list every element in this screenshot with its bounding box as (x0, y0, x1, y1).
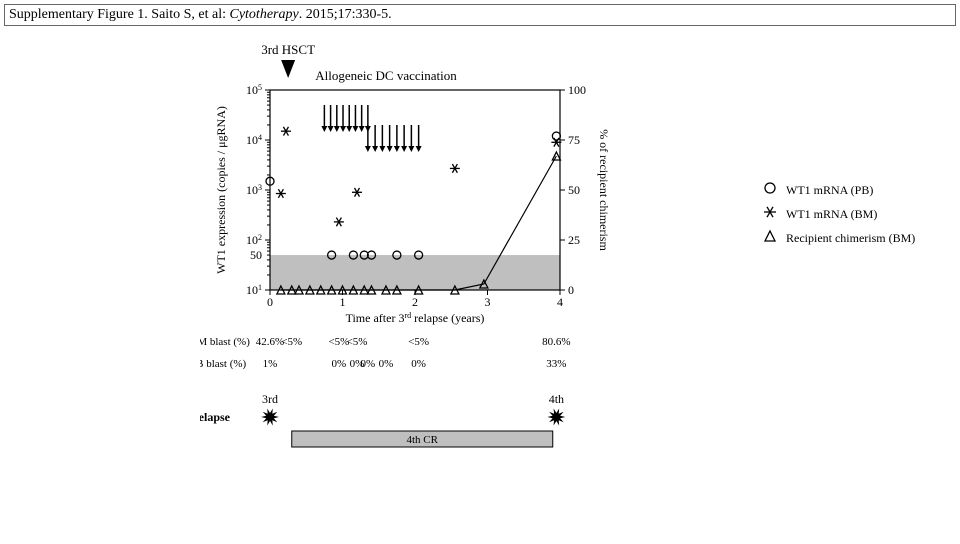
dc-arrowhead-icon (352, 126, 358, 132)
legend-item: WT1 mRNA (PB) (760, 180, 915, 200)
dc-label: Allogeneic DC vaccination (315, 68, 457, 83)
xtick: 2 (412, 295, 418, 309)
dc-arrowhead-icon (334, 126, 340, 132)
asterisk-icon (760, 204, 780, 224)
dc-arrowhead-icon (340, 126, 346, 132)
blast-cell: 0% (332, 358, 347, 370)
marker-asterisk-icon (281, 127, 291, 136)
legend-item: WT1 mRNA (BM) (760, 204, 915, 224)
relapse-event-label: 3rd (262, 392, 278, 406)
ytick-right: 75 (568, 133, 580, 147)
ytick-right: 0 (568, 283, 574, 297)
marker-asterisk-icon (450, 164, 460, 173)
xtick: 4 (557, 295, 563, 309)
blast-cell: <5% (408, 336, 429, 348)
hsct-label: 3rd HSCT (261, 42, 315, 57)
marker-circle-icon (552, 132, 560, 140)
xtick: 0 (267, 295, 273, 309)
ytick-left: 103 (246, 183, 262, 198)
x-label: Time after 3rd relapse (years) (346, 311, 485, 326)
cr-bar-label: 4th CR (407, 434, 439, 446)
dc-arrowhead-icon (321, 126, 327, 132)
ytick-right: 50 (568, 183, 580, 197)
blast-row-label: PB blast (%) (200, 358, 247, 370)
y-right-label: % of recipient chimerism (597, 129, 611, 251)
xtick: 3 (485, 295, 491, 309)
blast-cell: 1% (263, 358, 278, 370)
dc-arrowhead-icon (387, 146, 393, 152)
ytick-right: 25 (568, 233, 580, 247)
blast-cell: 33% (546, 358, 566, 370)
dc-arrowhead-icon (372, 146, 378, 152)
dc-arrowhead-icon (401, 146, 407, 152)
blast-cell: 0% (361, 358, 376, 370)
threshold-band (270, 255, 560, 290)
xtick: 1 (340, 295, 346, 309)
ytick-left-50: 50 (250, 248, 262, 262)
dc-arrowhead-icon (346, 126, 352, 132)
legend-label: WT1 mRNA (BM) (786, 207, 877, 222)
ytick-left: 102 (246, 233, 262, 248)
marker-asterisk-icon (276, 189, 286, 198)
dc-arrowhead-icon (328, 126, 334, 132)
dc-arrowhead-icon (416, 146, 422, 152)
relapse-label: Relapse (200, 410, 231, 424)
starburst-icon (261, 408, 279, 425)
figure-caption: Supplementary Figure 1. Saito S, et al: … (4, 4, 956, 26)
relapse-event-label: 4th (549, 392, 564, 406)
ytick-right: 100 (568, 83, 586, 97)
dc-arrowhead-icon (379, 146, 385, 152)
chart-svg: 10110210310410550WT1 expression (copies … (200, 30, 760, 520)
triangle-icon (760, 228, 780, 248)
circle-icon (760, 180, 780, 200)
ytick-left: 105 (246, 83, 262, 98)
blast-cell: 42.6% (256, 336, 284, 348)
ytick-left: 104 (246, 133, 262, 148)
y-left-label: WT1 expression (copies / μgRNA) (214, 106, 228, 274)
legend-label: Recipient chimerism (BM) (786, 231, 915, 246)
caption-suffix: . 2015;17:330-5. (299, 7, 392, 22)
blast-cell: 0% (379, 358, 394, 370)
dc-arrowhead-icon (408, 146, 414, 152)
marker-asterisk-icon (352, 188, 362, 197)
blast-cell: <5% (281, 336, 302, 348)
legend-item: Recipient chimerism (BM) (760, 228, 915, 248)
dc-arrowhead-icon (365, 146, 371, 152)
caption-journal: Cytotherapy (229, 7, 298, 22)
blast-cell: <5% (347, 336, 368, 348)
hsct-arrow-icon (281, 60, 295, 78)
dc-arrowhead-icon (359, 126, 365, 132)
caption-prefix: Supplementary Figure 1. Saito S, et al: (9, 7, 229, 22)
marker-asterisk-icon (334, 218, 344, 227)
blast-cell: 80.6% (542, 336, 570, 348)
chart-container: 10110210310410550WT1 expression (copies … (200, 30, 960, 523)
blast-cell: 0% (411, 358, 426, 370)
starburst-icon (547, 408, 565, 425)
dc-arrowhead-icon (394, 146, 400, 152)
blast-row-label: BM blast (%) (200, 336, 250, 348)
ytick-left: 101 (246, 283, 262, 298)
legend-label: WT1 mRNA (PB) (786, 183, 873, 198)
legend: WT1 mRNA (PB) WT1 mRNA (BM) Recipient chim… (760, 180, 915, 252)
